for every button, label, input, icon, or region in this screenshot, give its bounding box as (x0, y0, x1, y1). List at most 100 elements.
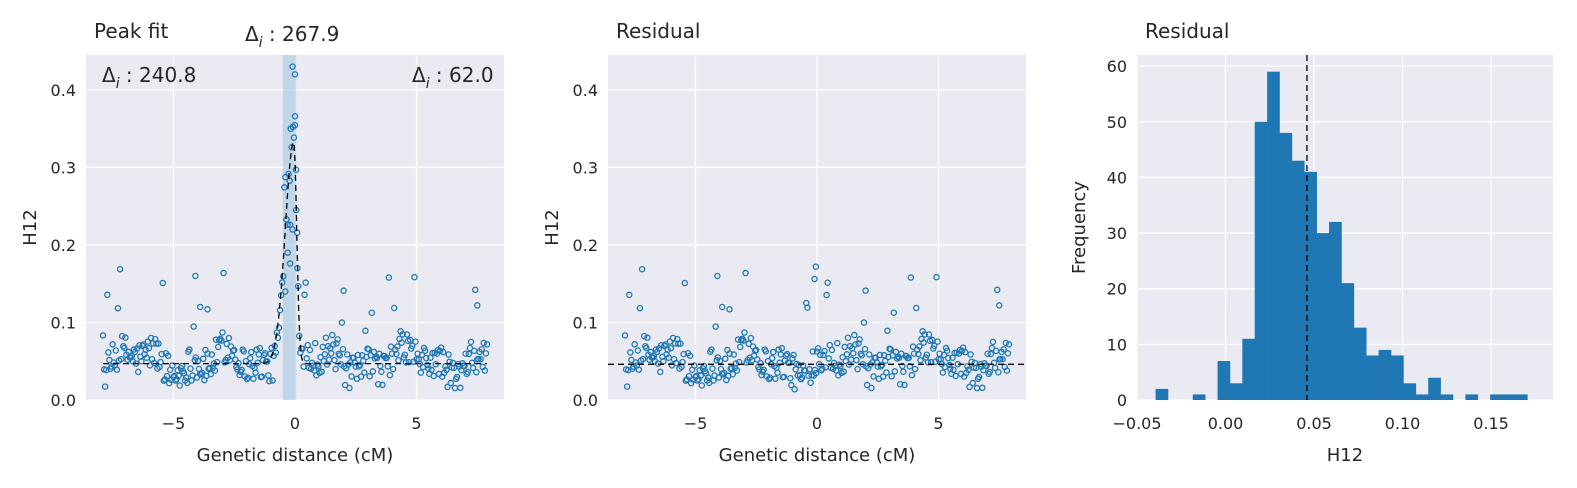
data-point (809, 348, 816, 355)
data-point (811, 275, 818, 283)
data-point (862, 287, 869, 294)
data-point (275, 324, 283, 331)
data-point (204, 306, 211, 313)
data-point (952, 372, 959, 380)
data-point (112, 347, 120, 354)
data-point (917, 357, 924, 364)
data-point (153, 340, 160, 347)
data-point (417, 369, 425, 376)
data-point (190, 323, 197, 330)
data-point (621, 332, 629, 339)
data-point (640, 332, 648, 340)
data-point (220, 269, 227, 277)
data-point (986, 368, 994, 376)
data-point (873, 359, 880, 366)
data-point (208, 351, 216, 358)
data-point (334, 336, 341, 343)
data-point (780, 373, 788, 381)
data-point (464, 368, 472, 376)
data-point (318, 368, 325, 375)
data-point (715, 374, 723, 381)
data-point (402, 359, 410, 366)
delta-value: : 240.8 (120, 63, 197, 87)
data-point (187, 365, 194, 372)
data-point (116, 265, 124, 273)
data-point (788, 381, 795, 389)
data-point (322, 334, 330, 341)
data-point (812, 263, 820, 270)
data-point (900, 368, 907, 376)
data-point (243, 375, 251, 383)
data-point (694, 377, 701, 384)
data-point (390, 304, 398, 312)
data-point (811, 366, 819, 374)
data-point (681, 279, 688, 287)
data-point (899, 362, 906, 370)
data-point (482, 350, 490, 357)
data-point (365, 346, 372, 353)
data-point (698, 382, 706, 389)
data-point (388, 350, 396, 357)
data-point (813, 348, 821, 355)
data-point (664, 346, 671, 354)
data-point (1002, 339, 1010, 347)
x-tick-label: 0 (812, 414, 822, 433)
data-point (332, 365, 339, 373)
histogram-bar (1267, 71, 1280, 401)
data-point (825, 355, 832, 362)
data-point (812, 369, 820, 377)
data-point (634, 347, 642, 354)
data-point (175, 372, 182, 379)
data-point (675, 340, 682, 347)
data-point (787, 374, 794, 382)
data-point (732, 360, 740, 367)
data-point (383, 354, 390, 362)
data-point (339, 345, 347, 353)
y-tick-label: 0.4 (51, 81, 76, 100)
data-point (935, 356, 942, 363)
data-point (999, 355, 1006, 363)
data-point (870, 373, 877, 380)
data-point (910, 350, 918, 357)
data-point (888, 373, 895, 380)
data-point (791, 386, 798, 393)
data-point (916, 343, 923, 350)
data-point (969, 379, 976, 387)
data-point (240, 348, 248, 355)
panel-title: Peak fit (94, 19, 168, 43)
data-point (925, 331, 933, 338)
data-point (896, 380, 904, 388)
data-point (939, 369, 947, 376)
histogram-bar (1242, 338, 1256, 400)
data-point (966, 383, 973, 391)
data-point (346, 384, 353, 392)
data-point (105, 349, 112, 356)
data-point (861, 345, 869, 353)
data-point (636, 304, 644, 312)
data-point (632, 359, 639, 366)
data-point (931, 342, 938, 350)
data-point (204, 350, 211, 357)
data-point (934, 338, 941, 345)
data-point (101, 383, 109, 390)
panel-title: Residual (616, 19, 700, 43)
data-point (214, 343, 222, 351)
data-point (192, 272, 199, 280)
data-point (680, 350, 687, 358)
data-point (306, 346, 314, 354)
data-point (824, 279, 831, 286)
data-point (418, 351, 426, 359)
data-point (915, 350, 922, 358)
delta-symbol: Δ (245, 22, 259, 46)
data-point (643, 344, 650, 352)
data-point (361, 369, 368, 376)
data-point (908, 371, 916, 379)
histogram-bar (1514, 394, 1528, 400)
data-point (362, 327, 369, 335)
data-point (147, 334, 155, 342)
data-point (104, 291, 111, 299)
data-point (730, 351, 738, 358)
data-point (341, 381, 349, 389)
data-point (965, 366, 972, 374)
data-point (685, 372, 693, 380)
